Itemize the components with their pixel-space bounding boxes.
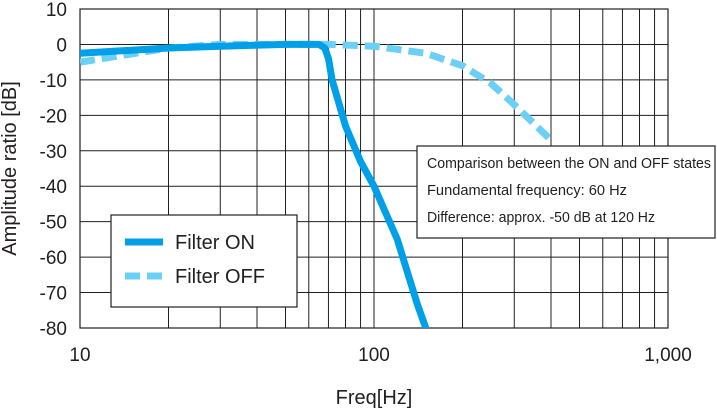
y-tick-label: -40	[40, 177, 67, 198]
x-tick-label: 100	[358, 345, 390, 366]
x-tick-label: 10	[69, 345, 90, 366]
y-tick-label: -80	[40, 319, 67, 340]
y-axis-title: Amplitude ratio [dB]	[0, 81, 21, 256]
series-group	[80, 40, 554, 328]
y-tick-label: 10	[46, 0, 67, 21]
x-tick-label: 1,000	[644, 345, 692, 366]
series-clip-group	[80, 40, 554, 328]
legend: Filter ON Filter OFF	[110, 214, 298, 308]
legend-label-filter-on: Filter ON	[175, 232, 255, 254]
y-tick-label: -70	[40, 284, 67, 305]
series-filter-on-line	[80, 40, 430, 328]
legend-box	[110, 214, 298, 308]
y-tick-label: -60	[40, 248, 67, 269]
annotation-line-difference: Difference: approx. -50 dB at 120 Hz	[427, 210, 655, 226]
annotation-line-fundamental: Fundamental frequency: 60 Hz	[427, 183, 627, 199]
y-tick-label: -20	[40, 106, 67, 127]
y-tick-label: -10	[40, 71, 67, 92]
x-axis-title: Freq[Hz]	[336, 387, 413, 409]
annotation-frame	[416, 145, 716, 239]
legend-label-filter-off: Filter OFF	[175, 266, 265, 288]
y-tick-label: -50	[40, 213, 67, 234]
annotation-box: Comparison between the ON and OFF states…	[416, 145, 716, 239]
y-tick-label: -30	[40, 142, 67, 163]
y-tick-label: 0	[56, 35, 67, 56]
annotation-line-comparison: Comparison between the ON and OFF states	[427, 156, 711, 172]
